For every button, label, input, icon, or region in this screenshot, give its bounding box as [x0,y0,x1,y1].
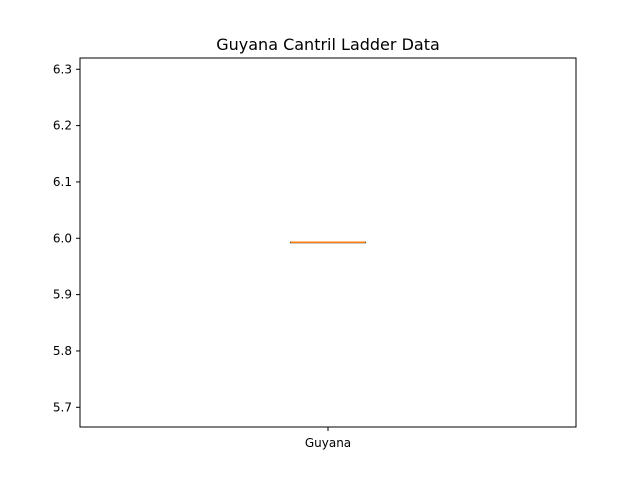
box-plot-series [290,241,366,244]
chart-title: Guyana Cantril Ladder Data [216,35,440,54]
y-tick-label: 5.9 [53,288,72,302]
x-tick-label: Guyana [305,436,351,450]
y-tick-label: 6.0 [53,231,72,245]
y-axis: 5.7 5.8 5.9 6.0 6.1 6.2 6.3 [53,62,80,414]
y-tick-label: 6.3 [53,62,72,76]
x-axis: Guyana [305,427,351,450]
y-tick-label: 6.2 [53,119,72,133]
y-tick-label: 6.1 [53,175,72,189]
y-tick-label: 5.7 [53,400,72,414]
plot-area-frame [79,57,577,428]
y-tick-label: 5.8 [53,344,72,358]
